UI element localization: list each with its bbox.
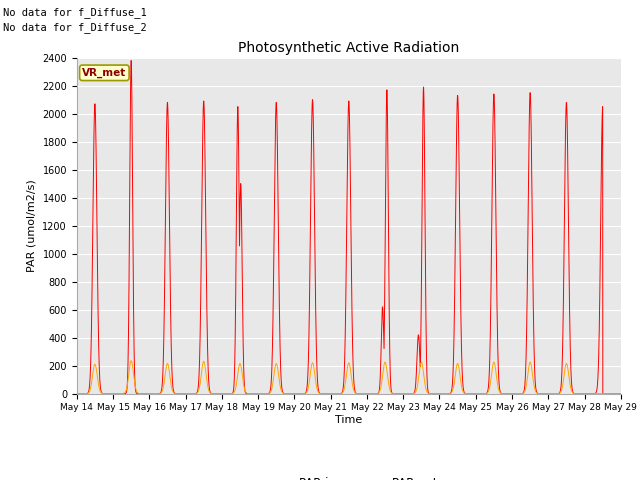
Legend: PAR in, PAR out: PAR in, PAR out bbox=[255, 473, 443, 480]
Title: Photosynthetic Active Radiation: Photosynthetic Active Radiation bbox=[238, 41, 460, 55]
X-axis label: Time: Time bbox=[335, 415, 362, 425]
Text: No data for f_Diffuse_1: No data for f_Diffuse_1 bbox=[3, 7, 147, 18]
Text: No data for f_Diffuse_2: No data for f_Diffuse_2 bbox=[3, 22, 147, 33]
Text: VR_met: VR_met bbox=[82, 68, 127, 78]
Y-axis label: PAR (umol/m2/s): PAR (umol/m2/s) bbox=[27, 179, 36, 272]
